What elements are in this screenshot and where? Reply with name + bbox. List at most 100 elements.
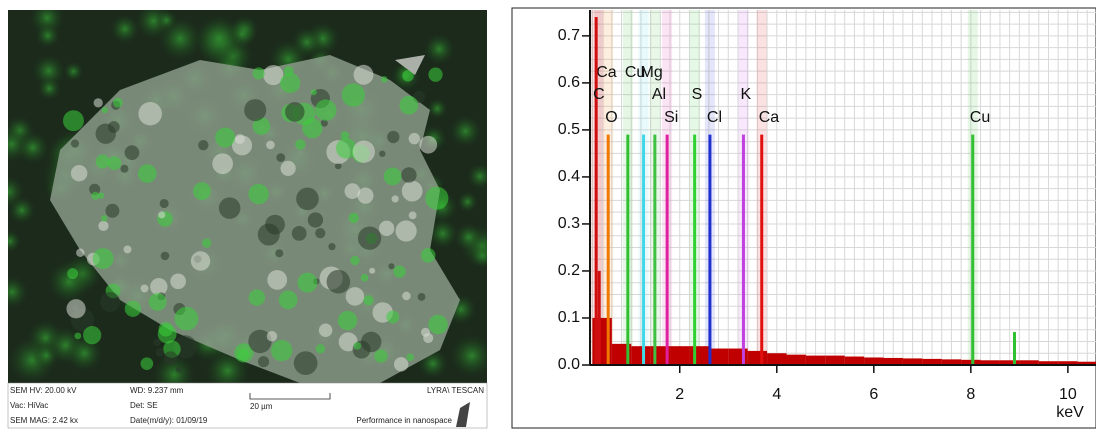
- particle-texture: [401, 180, 423, 202]
- continuum-bar: [786, 354, 806, 365]
- particle-texture: [215, 127, 236, 148]
- continuum-bar: [767, 353, 787, 365]
- particle-texture: [357, 226, 382, 250]
- element-band: [594, 10, 605, 365]
- fluorescence-spot: [8, 175, 25, 209]
- particle-texture: [423, 332, 434, 344]
- particle-texture: [345, 287, 365, 306]
- particle-texture: [344, 183, 361, 199]
- peak-line: [626, 134, 630, 365]
- particle-texture: [67, 268, 79, 280]
- fluorescence-spot: [423, 33, 455, 65]
- particle-texture: [175, 366, 183, 373]
- particle-texture: [263, 64, 284, 86]
- peak-label: Cu: [970, 109, 990, 126]
- particle-texture: [341, 83, 366, 107]
- peak-label: C: [593, 86, 605, 103]
- scale-bar: [249, 393, 331, 400]
- particle-texture: [257, 356, 270, 368]
- particle-texture: [190, 251, 211, 271]
- continuum-bar: [902, 358, 923, 365]
- info-date: Date(m/d/y): 01/09/19: [130, 416, 208, 425]
- fluorescence-spot: [8, 229, 22, 253]
- peak-label: Cu: [625, 64, 645, 81]
- particle-texture: [280, 160, 296, 176]
- fluorescence-spot: [47, 259, 91, 304]
- particle-texture: [266, 140, 275, 150]
- peak-label: Al: [652, 86, 666, 103]
- fluorescence-spot: [449, 333, 487, 378]
- particle-texture: [348, 212, 359, 224]
- particle-texture: [201, 238, 212, 248]
- particle-texture: [159, 198, 169, 209]
- particle-texture: [100, 215, 108, 222]
- y-tick-label: 0.1: [558, 309, 580, 326]
- continuum-bar: [941, 359, 962, 365]
- particle-texture: [302, 118, 323, 139]
- particle-texture: [98, 220, 109, 232]
- particle-texture: [315, 344, 326, 354]
- particle-texture: [363, 295, 374, 306]
- particle-texture: [257, 223, 280, 246]
- particle-texture: [95, 154, 110, 169]
- particle-texture: [419, 135, 438, 154]
- peak-label: Ca: [596, 64, 617, 81]
- continuum-bar: [1019, 360, 1039, 365]
- fluorescence-spot: [466, 162, 487, 190]
- particle-texture: [155, 347, 165, 357]
- particle-texture: [138, 101, 162, 126]
- particle-texture: [318, 323, 333, 337]
- particle-texture: [140, 357, 154, 370]
- peak-label: K: [740, 86, 751, 103]
- particle-texture: [378, 220, 395, 236]
- particle-texture: [360, 273, 369, 282]
- particle-texture: [153, 338, 161, 347]
- peak-line: [1012, 332, 1016, 365]
- fluorescence-spot: [35, 22, 61, 49]
- particle-texture: [417, 292, 426, 301]
- fluorescence-spot: [427, 217, 459, 250]
- particle-texture: [340, 131, 350, 140]
- peak-line: [971, 134, 975, 365]
- fluorescence-spot: [63, 61, 84, 82]
- particle-texture: [170, 273, 186, 290]
- particle-texture: [297, 272, 318, 293]
- particle-texture: [198, 140, 209, 151]
- fluorescence-spot: [31, 54, 66, 88]
- particle-texture: [124, 145, 140, 161]
- peak-line: [653, 134, 657, 365]
- y-tick-label: 0.3: [558, 215, 580, 232]
- peak-label: S: [692, 86, 703, 103]
- continuum-bar: [864, 357, 884, 365]
- fluorescence-spot: [426, 98, 448, 119]
- particle-texture: [267, 269, 288, 290]
- particle-texture: [91, 191, 100, 200]
- continuum-bar: [961, 359, 981, 365]
- particle-texture: [212, 153, 233, 175]
- info-wd: WD: 9.237 mm: [130, 386, 184, 395]
- info-slogan: Performance in nanospace: [356, 416, 452, 425]
- fluorescence-spot: [8, 275, 29, 309]
- particle-texture: [112, 97, 123, 108]
- particle-texture: [70, 139, 80, 148]
- continuum-bar: [708, 348, 729, 365]
- particle-texture: [163, 351, 178, 366]
- fluorescence-spot: [457, 191, 479, 213]
- particle-texture: [406, 353, 415, 362]
- continuum-bar: [689, 346, 709, 365]
- particle-texture: [293, 351, 318, 375]
- particle-texture: [357, 187, 374, 204]
- y-tick-label: 0.7: [558, 27, 580, 44]
- peak-label: Cl: [707, 109, 722, 126]
- particle-texture: [334, 162, 342, 170]
- particle-texture: [275, 249, 284, 258]
- peak-line: [693, 134, 697, 365]
- particle-texture: [283, 65, 294, 77]
- particle-texture: [157, 324, 177, 344]
- peak-line: [708, 134, 712, 365]
- particle-texture: [374, 349, 388, 363]
- particle-texture: [74, 332, 82, 340]
- particle-texture: [100, 291, 121, 312]
